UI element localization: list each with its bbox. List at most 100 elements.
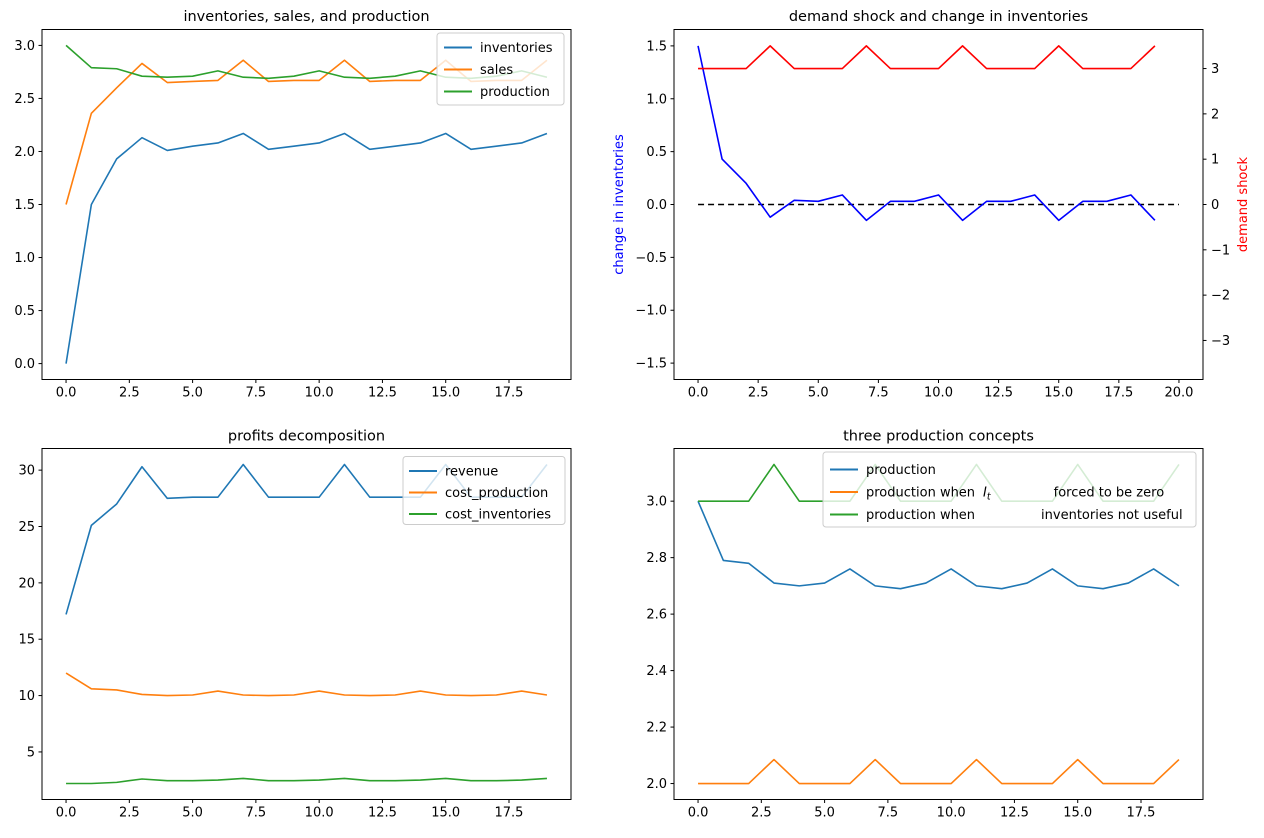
legend-label-segment: inventories not useful [1041, 508, 1183, 523]
chart-title: three production concepts [843, 429, 1034, 445]
y-tick-label: 5 [27, 745, 35, 760]
legend-label-segment: production when [866, 486, 975, 501]
legend-label-segment: cost_production [445, 486, 548, 501]
y2-tick-label: 3 [1211, 62, 1219, 77]
legend-label-segment: cost_inventories [445, 508, 551, 523]
y-tick-label: 20 [18, 576, 35, 591]
y-tick-label: 1.0 [646, 92, 667, 107]
subplot-demand-shock-change-in-inventories: 0.0 2.5 5.0 7.5 10.0 12.5 15.0 17.5 20.0−1.5−1.0… [612, 9, 1251, 401]
x-tick-label: 0.0 [688, 386, 709, 401]
y-tick-label: 3.0 [646, 495, 667, 510]
x-tick-label: 12.5 [1000, 806, 1029, 821]
y2-tick-label: −2 [1211, 289, 1230, 304]
chart-title: profits decomposition [228, 429, 385, 445]
y-tick-label: 0.0 [14, 357, 35, 372]
x-tick-label: 15.0 [431, 386, 460, 401]
x-tick-label: 15.0 [1063, 806, 1092, 821]
legend-label: inventories [480, 41, 553, 56]
x-tick-label: 7.5 [246, 806, 267, 821]
x-tick-label: 0.0 [688, 806, 709, 821]
legend-box [436, 32, 565, 106]
y-tick-label: 0.5 [14, 304, 35, 319]
x-tick-label: 20.0 [1164, 386, 1193, 401]
legend-box [822, 451, 1197, 528]
legend-label: revenue [445, 465, 498, 480]
x-tick-label: 5.0 [182, 386, 203, 401]
legend-label-segment: forced to be zero [1054, 486, 1165, 501]
y-tick-label: −0.5 [635, 251, 667, 266]
chart-title: inventories, sales, and production [183, 9, 429, 25]
x-tick-label: 17.5 [1104, 386, 1133, 401]
x-tick-label: 7.5 [868, 386, 889, 401]
legend-label-segment: production [866, 463, 936, 478]
legend-label: production [480, 85, 550, 100]
y-tick-label: 25 [18, 520, 35, 535]
y-tick-label: 2.0 [14, 145, 35, 160]
series-demand_shock [698, 45, 1156, 70]
y2-tick-label: −1 [1211, 243, 1230, 258]
x-tick-label: 12.5 [984, 386, 1013, 401]
x-tick-label: 2.5 [751, 806, 772, 821]
y-tick-label: 15 [18, 633, 35, 648]
legend-label-segment: I [983, 486, 987, 501]
subplot-profits-decomposition: 0.0 2.5 5.0 7.5 10.0 12.5 15.0 17.5 5 10 15 20 25 30 p… [18, 429, 572, 821]
y-tick-label: 1.5 [646, 39, 667, 54]
y-tick-label: 1.5 [14, 198, 35, 213]
series-production [697, 500, 1180, 590]
legend-label: production when inventories not useful [866, 508, 1183, 523]
x-tick-label: 15.0 [1044, 386, 1073, 401]
y-tick-label: −1.0 [635, 304, 667, 319]
series-production_when_It_forced_to_be_zero [698, 758, 1180, 785]
y-tick-label: −1.5 [635, 357, 667, 372]
legend-label: cost_inventories [445, 508, 551, 523]
series-inventories [65, 132, 548, 364]
subplot-inventories-sales-production: 0.0 2.5 5.0 7.5 10.0 12.5 15.0 17.5 0.0 0.5 1.0 1.5… [14, 9, 572, 401]
x-tick-label: 10.0 [305, 386, 334, 401]
axes-spines [41, 448, 572, 800]
x-tick-label: 17.5 [1127, 806, 1156, 821]
x-tick-label: 10.0 [937, 806, 966, 821]
y-tick-label: 2.4 [646, 664, 667, 679]
axes-spines [673, 448, 1204, 800]
y-tick-label: 10 [18, 689, 35, 704]
y-tick-label: 2.5 [14, 92, 35, 107]
legend-label: sales [480, 63, 513, 78]
y-tick-label: 2.0 [646, 777, 667, 792]
y-tick-label: 30 [18, 464, 35, 479]
legend-label-segment: inventories [480, 41, 553, 56]
subplot-three-production-concepts: 0.0 2.5 5.0 7.5 10.0 12.5 15.0 17.5 2.0 2.2 2.4 2.6… [646, 429, 1204, 821]
series-cost_production [65, 672, 548, 697]
series-cost_inventories [66, 777, 548, 785]
y-tick-label: 2.2 [646, 721, 667, 736]
y-tick-label: 1.0 [14, 251, 35, 266]
x-tick-label: 17.5 [495, 806, 524, 821]
x-tick-label: 15.0 [431, 806, 460, 821]
x-tick-label: 5.0 [182, 806, 203, 821]
x-tick-label: 12.5 [368, 386, 397, 401]
legend-label-segment: t [987, 492, 992, 503]
y2-tick-label: 0 [1211, 198, 1219, 213]
y2-tick-label: −3 [1211, 334, 1230, 349]
y-tick-label: 0.5 [646, 145, 667, 160]
x-tick-label: 2.5 [119, 386, 140, 401]
y-axis-label-right: demand shock [1236, 156, 1251, 252]
x-tick-label: 17.5 [495, 386, 524, 401]
legend-label: production when It forced to be zero [866, 486, 1164, 503]
x-tick-label: 12.5 [368, 806, 397, 821]
x-tick-label: 0.0 [56, 806, 77, 821]
y-tick-label: 3.0 [14, 39, 35, 54]
legend-label: production [866, 463, 936, 478]
y2-tick-label: 2 [1211, 107, 1219, 122]
legend-box [402, 456, 566, 525]
y-tick-label: 2.6 [646, 608, 667, 623]
x-tick-label: 5.0 [808, 386, 829, 401]
legend-label-segment: production when [866, 508, 975, 523]
x-tick-label: 10.0 [924, 386, 953, 401]
x-tick-label: 5.0 [814, 806, 835, 821]
legend-label: cost_production [445, 486, 548, 501]
x-tick-label: 2.5 [119, 806, 140, 821]
chart-title: demand shock and change in inventories [789, 9, 1088, 25]
y2-tick-label: 1 [1211, 153, 1219, 168]
series-change_in_inventories [697, 45, 1156, 222]
